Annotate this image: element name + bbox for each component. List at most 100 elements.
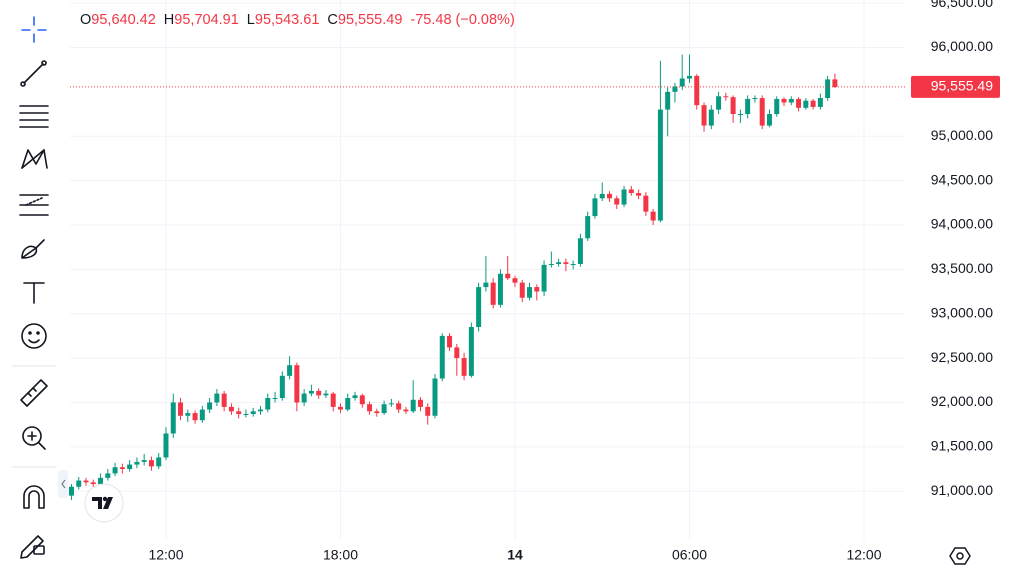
candle-body [199, 409, 205, 421]
candle-body [636, 193, 642, 196]
settings-button[interactable] [949, 547, 971, 565]
magnet-tool[interactable] [23, 485, 45, 509]
x-tick-label: 12:00 [846, 547, 881, 563]
candle-body [599, 193, 605, 199]
y-tick-label: 94,500.00 [931, 171, 993, 187]
candle-body [534, 287, 540, 292]
candle-body [657, 109, 663, 221]
candle-body [221, 393, 227, 407]
candle-body [665, 91, 671, 110]
y-tick-label: 96,000.00 [931, 38, 993, 54]
y-tick-label: 96,500.00 [931, 0, 993, 10]
candle-body [68, 486, 74, 496]
candle-body [643, 195, 649, 212]
candle-body [308, 390, 314, 394]
candle-body [214, 393, 220, 403]
candle-body [207, 402, 213, 410]
candle-body [803, 100, 809, 108]
candle-body [156, 457, 162, 467]
candle-body [548, 264, 554, 266]
candle-body [330, 393, 336, 407]
candle-body [686, 75, 692, 79]
candle-body [185, 413, 191, 416]
candle-body [76, 480, 82, 487]
y-tick-label: 92,500.00 [931, 349, 993, 365]
candle-body [374, 411, 380, 414]
legend-key: C [327, 12, 338, 28]
candle-body [577, 238, 583, 265]
candle-body [337, 406, 343, 410]
y-tick-label: 93,500.00 [931, 260, 993, 276]
ohlc-legend: O 95,640.42 H 95,704.91 L 95,543.61 C 95,555.49… [80, 10, 515, 30]
emoji-tool[interactable] [21, 323, 47, 349]
candle-body [759, 98, 765, 126]
trend-line-tool[interactable] [20, 60, 47, 87]
candle-body [432, 378, 438, 416]
text-tool[interactable] [23, 282, 45, 304]
legend-value: 95,555.49 [337, 12, 403, 28]
candle-body [178, 402, 184, 416]
candle-body [316, 390, 322, 396]
candle-body [148, 460, 154, 467]
candle-body [614, 198, 620, 205]
lock-drawings-tool[interactable] [20, 535, 45, 559]
candle-body [294, 365, 300, 403]
candle-body [352, 395, 358, 399]
candle-body [90, 482, 96, 485]
y-tick-label: 92,000.00 [931, 393, 993, 409]
candle-body [679, 78, 685, 87]
candle-body [112, 467, 118, 474]
x-tick-label: 06:00 [672, 547, 707, 563]
candle-body [105, 473, 111, 478]
candle-body [708, 109, 714, 126]
legend-key: H [163, 12, 175, 28]
candle-body [483, 282, 489, 288]
candle-body [774, 98, 780, 115]
y-tick-label: 94,000.00 [931, 216, 993, 232]
forecast-tool[interactable] [19, 194, 49, 216]
candle-body [388, 403, 394, 405]
candle-body [359, 395, 365, 405]
candle-body [192, 413, 198, 421]
toolbar[interactable] [12, 16, 56, 559]
ruler-tool[interactable] [20, 379, 48, 407]
candle-body [541, 264, 547, 292]
candle-body [745, 98, 751, 115]
x-tick-label: 18:00 [323, 547, 358, 563]
legend-value: 95,543.61 [254, 12, 320, 28]
candle-body [454, 347, 460, 359]
candle-body [832, 79, 838, 87]
candle-body [425, 406, 431, 416]
candle-body [257, 409, 263, 412]
legend-value: 95,640.42 [91, 12, 156, 28]
candle-body [716, 96, 722, 110]
candle-body [490, 282, 496, 305]
candle-body [737, 114, 743, 116]
zoom-tool[interactable] [22, 426, 46, 450]
candle-body [301, 393, 307, 403]
x-tick-label: 14 [507, 547, 523, 563]
candle-body [585, 216, 591, 239]
candle-body [497, 273, 503, 305]
collapse-toolbar[interactable] [58, 470, 68, 498]
candle-body [607, 193, 613, 199]
candle-body [98, 477, 104, 485]
brush-tool[interactable] [21, 239, 45, 259]
candle-body [723, 96, 729, 98]
y-tick-label: 91,500.00 [931, 438, 993, 454]
fib-tool[interactable] [19, 105, 49, 128]
candle-body [505, 273, 511, 279]
candle-body [381, 404, 387, 414]
candle-body [236, 411, 242, 414]
candle-body [650, 211, 656, 221]
candle-body [468, 327, 474, 376]
candle-body [367, 404, 373, 412]
legend-key: L [246, 12, 255, 28]
candle-body [563, 262, 569, 265]
candle-body [119, 467, 125, 470]
pattern-tool[interactable] [21, 149, 48, 169]
crosshair-tool[interactable] [21, 16, 47, 43]
candle-body [694, 75, 700, 106]
plot [68, 54, 905, 501]
